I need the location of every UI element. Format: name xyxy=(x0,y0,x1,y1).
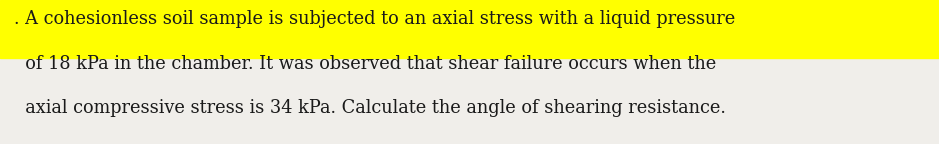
Text: . A cohesionless soil sample is subjected to an axial stress with a liquid press: . A cohesionless soil sample is subjecte… xyxy=(14,10,735,28)
Text: axial compressive stress is 34 kPa. Calculate the angle of shearing resistance.: axial compressive stress is 34 kPa. Calc… xyxy=(14,99,726,117)
Bar xyxy=(0,0,939,58)
Text: of 18 kPa in the chamber. It was observed that shear failure occurs when the: of 18 kPa in the chamber. It was observe… xyxy=(14,55,716,73)
